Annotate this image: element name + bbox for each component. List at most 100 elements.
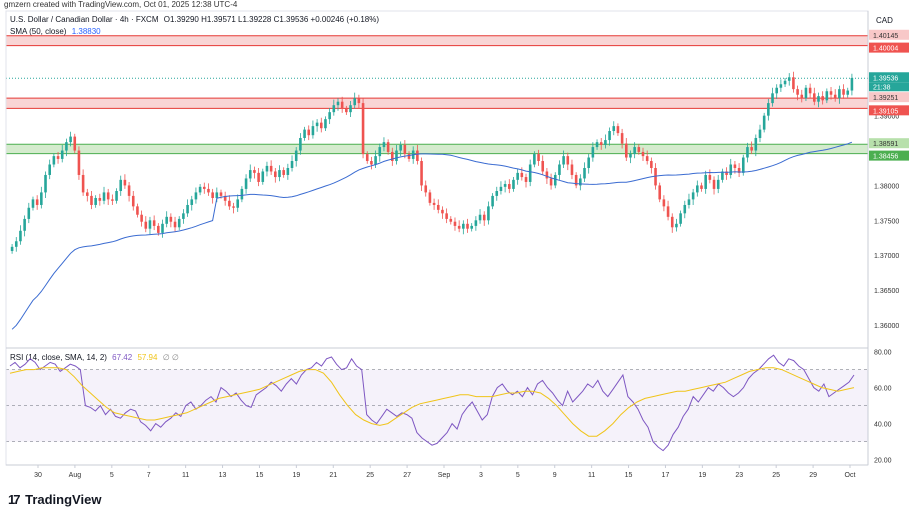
candle-body (708, 174, 712, 180)
candle-body (666, 206, 670, 217)
candle-body (290, 161, 294, 168)
candle-body (800, 94, 804, 99)
candle-body (650, 161, 653, 168)
candle-body (102, 192, 106, 201)
candle-body (14, 241, 18, 247)
candle-body (570, 164, 574, 175)
y-tick-label: 1.38000 (874, 183, 899, 190)
candle-body (324, 119, 327, 129)
candle-body (441, 209, 444, 214)
zone-resistance-0 (6, 35, 868, 46)
candle-body (445, 213, 448, 219)
candle-body (328, 112, 331, 120)
candle-body (679, 213, 682, 224)
candle-body (357, 98, 361, 104)
candle-body (106, 192, 110, 200)
candle-body (633, 147, 636, 155)
candle-body (508, 184, 511, 189)
candle-body (23, 218, 26, 231)
symbol-legend[interactable]: U.S. Dollar / Canadian Dollar · 4h · FXC… (10, 15, 379, 24)
candle-body (750, 147, 753, 151)
label-upper-zone-top-bg (869, 29, 909, 40)
candle-body (202, 186, 206, 189)
candle-body (81, 174, 85, 193)
label-upper-zone-top: 1.40145 (873, 33, 898, 40)
candle-body (762, 115, 766, 130)
y-tick-label: 1.36000 (874, 323, 899, 330)
label-lower-zone-bottom-bg (869, 150, 909, 161)
candle-body (499, 186, 503, 192)
candle-body (198, 186, 202, 193)
candle-body (48, 164, 51, 175)
candle-body (775, 87, 778, 94)
label-lower-zone-bottom: 1.38456 (873, 154, 898, 161)
candle-body (152, 220, 156, 226)
candle-body (228, 200, 231, 207)
candle-body (294, 150, 298, 162)
candle-body (207, 188, 210, 193)
label-mid-zone-top: 1.39251 (873, 95, 898, 102)
candle-body (520, 172, 524, 178)
candle-body (683, 204, 687, 214)
candle-body (169, 216, 173, 222)
candle-body (248, 170, 252, 179)
candle-body (365, 154, 369, 162)
candle-body (131, 195, 135, 207)
x-tick-label: 19 (292, 472, 300, 479)
candle-body (487, 206, 490, 221)
candle-body (813, 93, 816, 102)
x-tick-label: 9 (553, 472, 557, 479)
candle-body (746, 147, 749, 158)
candle-body (432, 202, 436, 205)
candle-body (194, 192, 198, 200)
x-tick-label: 21 (329, 472, 337, 479)
rsi-tick-label: 80.00 (874, 350, 892, 357)
candle-body (796, 89, 799, 95)
candle-body (716, 179, 720, 189)
zone-resistance-1 (6, 98, 868, 109)
candle-body (52, 156, 56, 165)
candle-body (528, 164, 532, 182)
candle-body (311, 126, 315, 136)
candle-body (687, 199, 691, 205)
x-tick-label: 27 (403, 472, 411, 479)
rsi-sma-line (9, 367, 855, 437)
candle-body (503, 184, 507, 187)
candle-body (579, 178, 582, 186)
x-tick-label: 13 (219, 472, 227, 479)
candle-body (123, 179, 127, 186)
candle-body (541, 161, 545, 172)
candle-body (424, 185, 428, 193)
candle-body (157, 225, 160, 233)
candle-body (382, 142, 386, 148)
candle-body (691, 192, 695, 200)
rsi-legend[interactable]: RSI (14, close, SMA, 14, 2) 67.42 57.94 … (10, 353, 179, 362)
candle-body (223, 195, 227, 201)
rsi-sma-value: 57.94 (137, 353, 158, 362)
candles-layer (10, 71, 854, 254)
sma-legend[interactable]: SMA (50, close) 1.38830 (10, 27, 101, 36)
candle-body (474, 220, 478, 226)
candle-body (219, 192, 223, 196)
rsi-extra: ∅ ∅ (162, 353, 179, 362)
candle-body (111, 199, 114, 201)
candle-body (115, 191, 118, 201)
candle-body (737, 167, 741, 173)
x-tick-label: 23 (735, 472, 743, 479)
candle-body (420, 161, 423, 186)
x-tick-label: 15 (625, 472, 633, 479)
label-mid-zone-bottom-bg (869, 105, 909, 116)
candle-body (436, 204, 440, 210)
label-countdown-bg (869, 82, 909, 92)
candle-body (599, 142, 603, 145)
candle-body (253, 170, 256, 173)
candle-body (232, 206, 235, 208)
candle-body (240, 188, 244, 200)
tradingview-logo[interactable]: 17 TradingView (8, 492, 101, 507)
candle-body (403, 144, 407, 155)
candle-body (754, 137, 758, 151)
candle-body (842, 89, 845, 95)
candle-body (60, 150, 64, 159)
label-upper-zone-bottom: 1.40004 (873, 46, 898, 53)
